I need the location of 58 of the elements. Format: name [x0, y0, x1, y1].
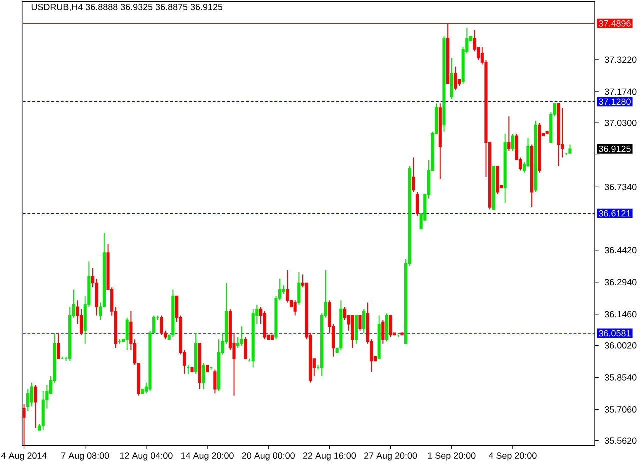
y-tick-label: 36.0020 [604, 342, 637, 349]
chart-title: USDRUB,H4 36.8888 36.9325 36.8875 36.9125 [32, 4, 223, 12]
y-tick-label: 36.4420 [604, 247, 637, 254]
candlestick [454, 66, 458, 92]
ref-line-label: 37.1280 [599, 98, 631, 106]
y-tick-label: 37.3220 [604, 56, 637, 64]
candlestick [354, 315, 358, 345]
candlestick [95, 278, 98, 316]
candlestick [57, 332, 60, 360]
y-tick-label: 37.0300 [604, 120, 637, 126]
candlestick [160, 315, 164, 336]
candlestick [286, 270, 290, 304]
candlestick [385, 313, 388, 342]
candlestick [389, 315, 392, 338]
candlestick [343, 306, 346, 321]
candlestick [214, 370, 217, 394]
ref-line-label: 36.0581 [599, 330, 631, 337]
x-tick-label: 4 Aug 2014 [1, 452, 47, 461]
candlestick [80, 308, 84, 336]
candlestick [358, 315, 362, 332]
y-tick-label: 35.5620 [604, 438, 637, 444]
x-tick-label: 7 Aug 08:00 [62, 452, 110, 461]
y-tick-label: 35.8540 [604, 374, 637, 381]
ref-line-label: 36.6121 [599, 210, 631, 217]
candlestick [416, 192, 420, 217]
y-tick-label: 35.7060 [604, 406, 637, 414]
y-tick-label: 36.7340 [604, 184, 637, 191]
y-tick-label: 36.1460 [604, 311, 637, 318]
candlestick [236, 337, 240, 349]
x-tick-label: 12 Aug 04:00 [120, 452, 173, 461]
x-tick-label: 1 Sep 20:00 [428, 452, 476, 461]
candlestick [240, 326, 244, 347]
candlestick [511, 134, 514, 152]
candlestick [382, 320, 385, 345]
candlestick [450, 58, 454, 100]
candlestick [22, 404, 26, 446]
candlestick [298, 272, 301, 306]
candlestick [508, 116, 511, 152]
candlestick [351, 315, 354, 349]
candlestick [263, 311, 266, 340]
candlestick [412, 157, 416, 194]
ref-line-label: 37.4896 [599, 20, 631, 27]
y-tick-label: 36.2940 [604, 279, 637, 286]
x-tick-label: 20 Aug 00:00 [242, 452, 295, 461]
candlestick [362, 308, 366, 334]
x-tick-label: 14 Aug 20:00 [181, 452, 234, 461]
y-tick-label: 37.1740 [604, 88, 637, 96]
text: 36.9125 [599, 146, 631, 152]
candlestick [294, 300, 297, 316]
candlestick [244, 337, 248, 360]
candlestick [30, 382, 34, 408]
x-tick-label: 22 Aug 16:00 [303, 452, 356, 461]
x-tick-label: 27 Aug 20:00 [364, 452, 418, 461]
candlestick [202, 363, 206, 390]
candlestick [26, 389, 30, 412]
candlestick [126, 318, 129, 352]
candlestick [34, 384, 38, 429]
x-tick-label: 4 Sep 20:00 [488, 452, 537, 461]
